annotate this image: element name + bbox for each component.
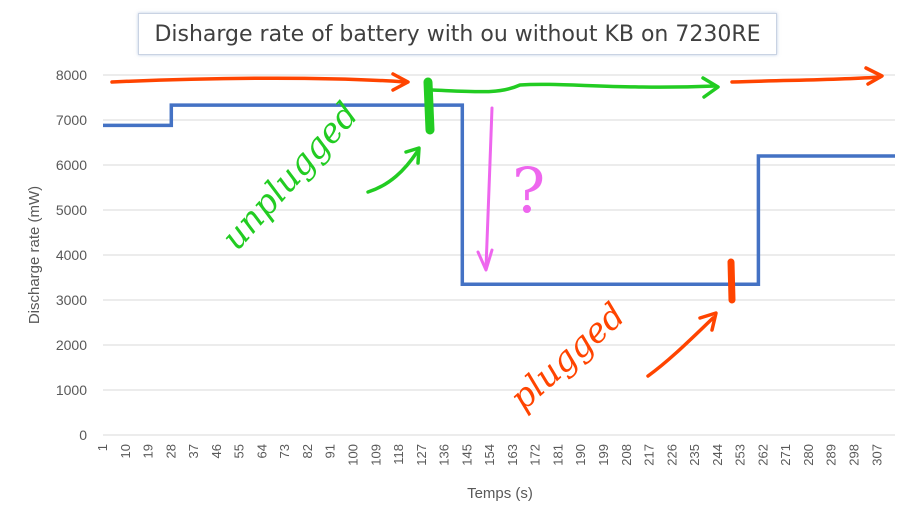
- x-tick-label: 217: [642, 444, 657, 466]
- unplugged-annotation: unplugged: [214, 95, 367, 258]
- green-arrow-top: [430, 82, 717, 94]
- x-tick-label: 19: [141, 444, 156, 458]
- x-tick-label: 118: [391, 444, 406, 465]
- y-tick-label: 3000: [56, 292, 87, 308]
- y-tick-label: 5000: [56, 202, 87, 218]
- orange-arrowhead-top-left: [391, 72, 410, 92]
- y-tick-label: 7000: [56, 112, 87, 128]
- series-line-0: [103, 103, 895, 287]
- x-tick-label: 73: [277, 444, 292, 458]
- plugged-annotation: plugged: [502, 295, 633, 418]
- x-tick-label: 172: [528, 444, 543, 466]
- x-tick-label: 145: [459, 444, 474, 466]
- x-tick-label: 1: [95, 444, 110, 451]
- x-tick-label: 64: [254, 444, 269, 458]
- x-tick-label: 55: [232, 444, 247, 458]
- x-tick-label: 199: [596, 444, 611, 466]
- x-tick-label: 91: [323, 444, 338, 458]
- orange-arrow-to-plug: [646, 316, 715, 378]
- x-tick-label: 226: [664, 444, 679, 466]
- x-tick-labels: 1 10 19 28 37 46 55 64 73 82 91 100 109 118 127 136 145 1…: [95, 444, 884, 466]
- x-tick-label: 262: [755, 444, 770, 466]
- x-tick-label: 181: [550, 444, 565, 466]
- x-tick-label: 289: [824, 444, 839, 466]
- gridlines: [103, 74, 895, 391]
- y-tick-labels: 0 1000 2000 3000 4000 5000 6000 7000 8000: [56, 67, 87, 443]
- question-mark-annotation: ?: [512, 154, 545, 227]
- chart-title: Disharge rate of battery with ou without…: [154, 21, 761, 47]
- x-tick-label: 190: [573, 444, 588, 466]
- orange-arrow-top-left: [110, 76, 407, 84]
- orange-arrow-top-right: [730, 75, 882, 84]
- x-tick-label: 244: [710, 444, 725, 466]
- x-tick-label: 109: [368, 444, 383, 466]
- x-tick-label: 127: [414, 444, 429, 466]
- pink-arrow-down: [484, 106, 494, 270]
- annotation-overlay: [110, 66, 884, 378]
- y-tick-label: 1000: [56, 382, 87, 398]
- x-tick-label: 136: [437, 444, 452, 466]
- x-tick-label: 253: [733, 444, 748, 466]
- x-tick-label: 82: [300, 444, 315, 458]
- orange-arrowhead-top-right: [864, 66, 884, 86]
- orange-plug-mark: [727, 258, 736, 304]
- pink-arrowhead-down: [476, 248, 494, 272]
- y-tick-label: 8000: [56, 67, 87, 83]
- x-axis-label: Temps (s): [467, 485, 533, 502]
- x-tick-label: 37: [186, 444, 201, 458]
- green-unplug-mark: [423, 77, 435, 135]
- y-tick-label: 2000: [56, 337, 87, 353]
- series-layer: [103, 103, 895, 287]
- chart-title-box: Disharge rate of battery with ou without…: [138, 13, 777, 55]
- x-tick-label: 280: [801, 444, 816, 466]
- y-axis-label: Discharge rate (mW): [26, 186, 43, 324]
- x-tick-label: 271: [778, 444, 793, 466]
- x-tick-label: 163: [505, 444, 520, 466]
- x-tick-label: 46: [209, 444, 224, 458]
- y-tick-label: 6000: [56, 157, 87, 173]
- x-tick-label: 10: [118, 444, 133, 458]
- y-tick-label: 4000: [56, 247, 87, 263]
- x-tick-label: 154: [482, 444, 497, 466]
- x-tick-label: 100: [346, 444, 361, 466]
- y-tick-label: 0: [79, 427, 87, 443]
- green-arrowhead-top: [701, 76, 720, 99]
- x-tick-label: 28: [163, 444, 178, 458]
- x-tick-label: 307: [869, 444, 884, 466]
- x-tick-label: 208: [619, 444, 634, 466]
- green-arrowhead-to-unplug: [404, 146, 421, 165]
- x-tick-label: 298: [847, 444, 862, 466]
- x-tick-label: 235: [687, 444, 702, 466]
- green-arrow-to-unplug: [366, 150, 419, 194]
- orange-arrowhead-to-plug: [698, 311, 718, 332]
